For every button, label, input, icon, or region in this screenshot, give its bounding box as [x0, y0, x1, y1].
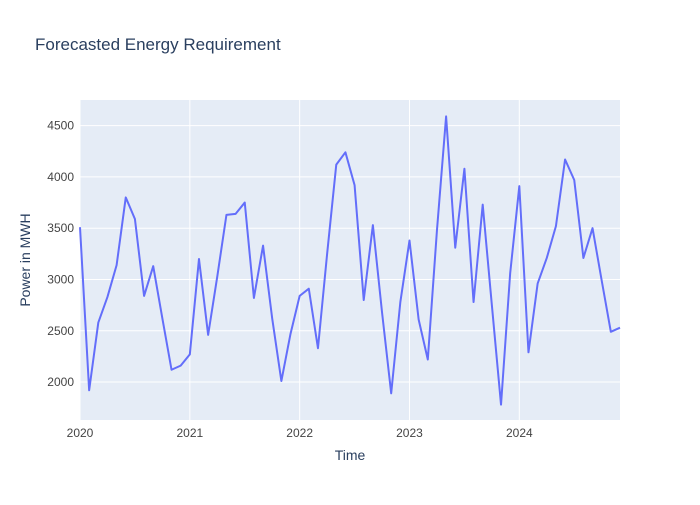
data-point — [518, 185, 520, 187]
data-point — [235, 213, 237, 215]
data-point — [582, 257, 584, 259]
grid-lines — [79, 100, 620, 420]
data-point — [610, 331, 612, 333]
data-point — [418, 318, 420, 320]
data-point — [399, 301, 401, 303]
data-point — [537, 283, 539, 285]
data-point — [344, 151, 346, 153]
data-point — [326, 253, 328, 255]
y-tick-label: 4000 — [47, 170, 74, 184]
data-point — [473, 301, 475, 303]
data-point — [564, 158, 566, 160]
x-tick-label: 2021 — [176, 426, 203, 440]
y-tick-label: 2500 — [47, 324, 74, 338]
data-point — [601, 280, 603, 282]
data-point — [408, 240, 410, 242]
data-point — [244, 202, 246, 204]
y-axis-label: Power in MWH — [17, 213, 33, 306]
data-point — [509, 272, 511, 274]
data-point — [106, 296, 108, 298]
data-point — [372, 224, 374, 226]
data-point — [262, 245, 264, 247]
data-point — [271, 317, 273, 319]
data-point — [427, 358, 429, 360]
data-point — [592, 227, 594, 229]
data-point — [290, 333, 292, 335]
data-point — [171, 369, 173, 371]
data-point — [125, 196, 127, 198]
data-point — [363, 299, 365, 301]
data-point — [546, 257, 548, 259]
data-point — [299, 295, 301, 297]
data-point — [143, 295, 145, 297]
y-tick-label: 2000 — [47, 375, 74, 389]
tick-labels: 2000 2500 3000 3500 4000 4500 2020 2021 2022 2023… — [47, 119, 533, 440]
data-point — [335, 164, 337, 166]
data-point — [436, 229, 438, 231]
series-line — [79, 115, 621, 406]
data-point — [354, 184, 356, 186]
data-point — [555, 225, 557, 227]
data-point — [225, 214, 227, 216]
data-point — [134, 218, 136, 220]
chart-title: Forecasted Energy Requirement — [35, 35, 281, 54]
data-point — [381, 311, 383, 313]
y-tick-label: 3000 — [47, 272, 74, 286]
data-point — [280, 380, 282, 382]
data-point — [317, 347, 319, 349]
data-point — [527, 351, 529, 353]
data-point — [482, 204, 484, 206]
data-point — [97, 322, 99, 324]
data-point — [216, 275, 218, 277]
data-point — [253, 297, 255, 299]
data-point — [161, 317, 163, 319]
data-point — [180, 365, 182, 367]
x-tick-label: 2023 — [396, 426, 423, 440]
x-tick-label: 2020 — [67, 426, 94, 440]
x-axis-label: Time — [335, 447, 366, 463]
data-point — [445, 115, 447, 117]
data-point — [619, 327, 621, 329]
data-point — [88, 389, 90, 391]
data-point — [207, 334, 209, 336]
data-point — [390, 392, 392, 394]
y-tick-label: 3500 — [47, 221, 74, 235]
x-tick-label: 2022 — [286, 426, 313, 440]
data-point — [308, 288, 310, 290]
data-point — [573, 179, 575, 181]
data-point — [463, 168, 465, 170]
data-point — [116, 264, 118, 266]
data-point — [189, 353, 191, 355]
data-point — [454, 247, 456, 249]
x-tick-label: 2024 — [506, 426, 533, 440]
plot-area — [80, 100, 620, 420]
data-point — [198, 258, 200, 260]
data-point — [500, 404, 502, 406]
data-point — [152, 265, 154, 267]
data-point — [79, 226, 81, 228]
data-point — [491, 304, 493, 306]
y-tick-label: 4500 — [47, 119, 74, 133]
